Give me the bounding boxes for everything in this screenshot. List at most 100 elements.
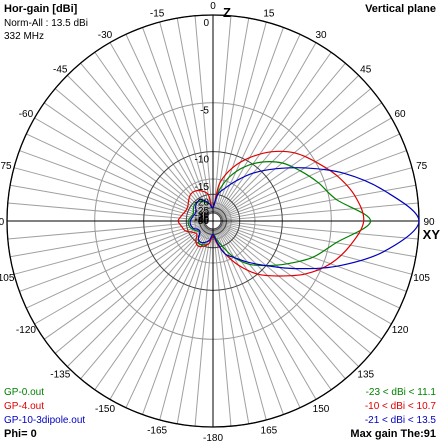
polar-grid bbox=[6, 14, 420, 428]
angle-tick-label: -75 bbox=[0, 161, 12, 172]
grid-spoke bbox=[220, 184, 416, 221]
max-gain-label: Max gain The:91 bbox=[350, 428, 436, 440]
grid-spoke bbox=[220, 133, 400, 219]
plane-title: Vertical plane bbox=[365, 3, 436, 15]
grid-spoke bbox=[66, 226, 208, 368]
angle-tick-label: 90 bbox=[423, 217, 435, 228]
grid-spoke bbox=[213, 18, 250, 214]
angle-tick-label: -165 bbox=[147, 426, 167, 437]
grid-spoke bbox=[19, 150, 206, 219]
grid-spoke bbox=[220, 223, 407, 292]
grid-spoke bbox=[215, 34, 301, 214]
grid-spoke bbox=[176, 228, 213, 424]
angle-tick-label: 165 bbox=[261, 426, 278, 437]
grid-spoke bbox=[215, 228, 284, 415]
grid-spoke bbox=[220, 167, 413, 220]
axis-label-z: Z bbox=[223, 5, 231, 20]
grid-spoke bbox=[109, 227, 210, 400]
series-line-gp-4-out bbox=[177, 150, 365, 277]
angle-tick-label: -135 bbox=[50, 370, 70, 381]
grid-spoke bbox=[213, 15, 232, 214]
grid-spoke bbox=[216, 227, 317, 400]
angle-tick-label: -150 bbox=[95, 404, 115, 415]
grid-spoke bbox=[214, 21, 267, 214]
angle-tick-label: 0 bbox=[210, 1, 216, 12]
radial-tick-label: -5 bbox=[200, 106, 209, 117]
radial-tick-label: -40 bbox=[195, 215, 210, 226]
grid-spoke bbox=[10, 221, 206, 258]
grid-spoke bbox=[94, 51, 209, 215]
grid-spoke bbox=[220, 202, 419, 221]
grid-spoke bbox=[159, 228, 212, 421]
grid-spoke bbox=[218, 88, 372, 217]
angle-tick-label: -30 bbox=[98, 30, 113, 41]
range-gp-0: -23 < dBi < 11.1 bbox=[365, 387, 436, 398]
grid-spoke bbox=[220, 150, 407, 219]
range-gp-10-3dipole: -21 < dBi < 13.5 bbox=[364, 415, 436, 426]
grid-spoke bbox=[176, 18, 213, 214]
radial-tick-label: -20 bbox=[195, 197, 210, 208]
grid-spoke bbox=[220, 222, 413, 275]
angle-tick-label: 60 bbox=[394, 109, 406, 120]
grid-spoke bbox=[217, 226, 346, 380]
grid-spoke bbox=[217, 227, 332, 391]
radial-tick-label: -50 bbox=[195, 216, 210, 227]
grid-spoke bbox=[19, 223, 206, 292]
grid-spoke bbox=[214, 228, 267, 421]
grid-spoke bbox=[43, 102, 207, 217]
radial-tick-label: -30 bbox=[195, 211, 210, 222]
angle-tick-label: 45 bbox=[360, 64, 372, 75]
grid-spoke bbox=[125, 228, 211, 408]
radial-tick-label: -35 bbox=[195, 213, 210, 224]
frequency-label: 332 MHz bbox=[4, 31, 45, 42]
grid-spoke bbox=[54, 225, 208, 354]
legend-item-gp-10-3dipole: GP-10-3dipole.out bbox=[4, 415, 86, 426]
grid-spoke bbox=[66, 74, 208, 216]
angle-tick-label: 30 bbox=[315, 30, 327, 41]
grid-spoke bbox=[194, 228, 213, 427]
angle-tick-label: 150 bbox=[313, 404, 330, 415]
grid-spoke bbox=[194, 15, 213, 214]
angle-tick-label: -15 bbox=[150, 8, 165, 19]
gain-title: Hor-gain [dBi] bbox=[4, 3, 78, 15]
angle-tick-label: -90 bbox=[0, 217, 5, 228]
grid-spoke bbox=[218, 226, 360, 368]
grid-spoke bbox=[142, 228, 211, 415]
angle-tick-label: -180 bbox=[203, 433, 223, 442]
grid-spoke bbox=[54, 88, 208, 217]
angle-tick-label: 120 bbox=[392, 325, 409, 336]
grid-spoke bbox=[94, 227, 209, 391]
series-layer bbox=[177, 150, 420, 277]
grid-spoke bbox=[159, 21, 212, 214]
grid-spoke bbox=[125, 34, 211, 214]
grid-spoke bbox=[34, 224, 207, 325]
angle-tick-label: 75 bbox=[416, 161, 428, 172]
grid-spoke bbox=[80, 226, 209, 380]
grid-spoke bbox=[215, 228, 301, 408]
grid-spoke bbox=[217, 51, 332, 215]
series-line-gp-10-3dipole-out bbox=[189, 167, 420, 270]
grid-spoke bbox=[219, 225, 383, 340]
angle-tick-label: 135 bbox=[357, 370, 374, 381]
grid-spoke bbox=[213, 228, 250, 424]
grid-spoke bbox=[80, 62, 209, 216]
radial-tick-label: -15 bbox=[195, 182, 210, 193]
angle-tick-label: -105 bbox=[0, 273, 15, 284]
norm-label: Norm-All : 13.5 dBi bbox=[4, 18, 88, 29]
grid-spoke bbox=[34, 117, 207, 218]
grid-spoke bbox=[26, 133, 206, 219]
grid-spoke bbox=[220, 221, 419, 240]
angle-tick-label: -60 bbox=[19, 109, 34, 120]
radial-tick-label: -45 bbox=[195, 216, 210, 227]
grid-spoke bbox=[13, 222, 206, 275]
angle-tick-label: -120 bbox=[16, 325, 36, 336]
axis-label-xy: XY bbox=[423, 227, 441, 242]
grid-spoke bbox=[142, 27, 211, 214]
grid-spoke bbox=[213, 228, 232, 427]
legend-item-gp-0: GP-0.out bbox=[4, 387, 45, 398]
grid-spoke bbox=[10, 184, 206, 221]
range-gp-4: -10 < dBi < 10.7 bbox=[364, 401, 436, 412]
angle-tick-label: 105 bbox=[413, 273, 430, 284]
